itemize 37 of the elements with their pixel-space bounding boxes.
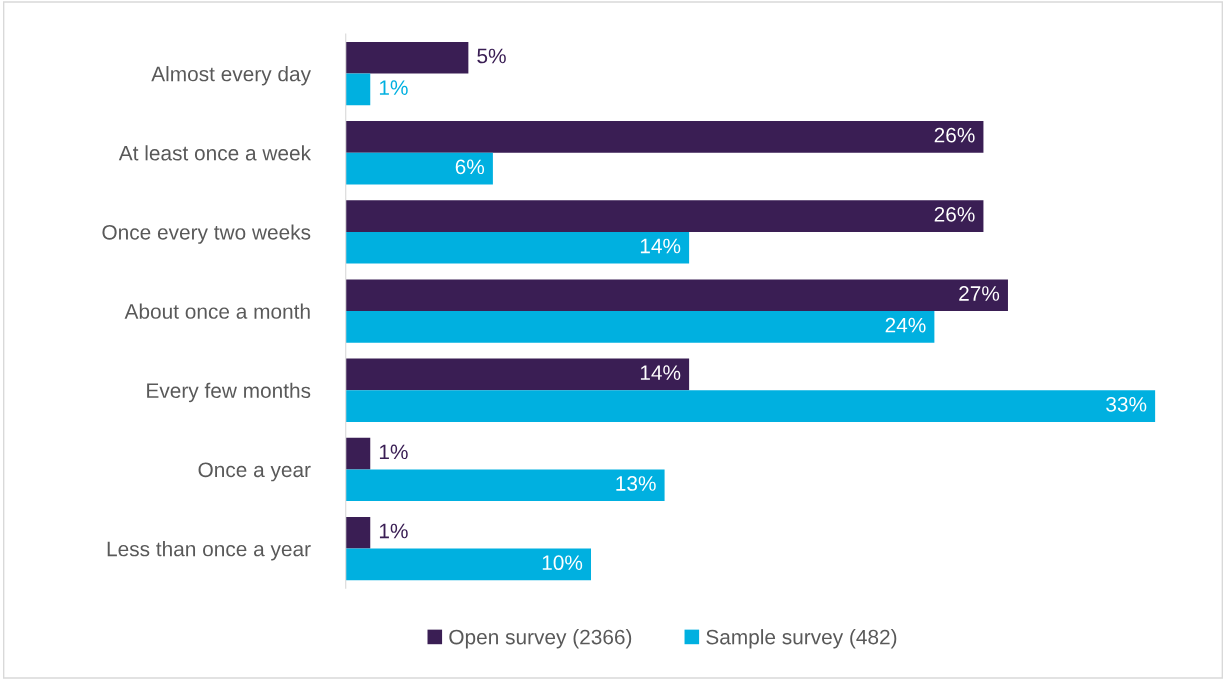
y-tick-label: Once every two weeks bbox=[102, 224, 311, 244]
data-label: 6% bbox=[455, 159, 485, 175]
bar bbox=[345, 200, 984, 232]
bar bbox=[345, 41, 469, 74]
bar bbox=[345, 121, 984, 153]
data-label: 1% bbox=[379, 444, 408, 460]
bar bbox=[345, 358, 690, 391]
data-label: 10% bbox=[542, 555, 583, 571]
bar bbox=[345, 469, 665, 502]
bar bbox=[345, 437, 371, 470]
data-label: 14% bbox=[640, 238, 681, 254]
y-tick-label: Almost every day bbox=[151, 66, 311, 86]
data-label: 1% bbox=[379, 523, 408, 539]
y-tick-label: Less than once a year bbox=[107, 541, 311, 561]
bar bbox=[345, 516, 371, 549]
y-tick-label: Every few months bbox=[147, 382, 311, 403]
y-tick-label: At least once a week bbox=[118, 145, 312, 161]
y-tick-label: Once a year bbox=[198, 462, 311, 482]
bar bbox=[345, 73, 371, 106]
data-label: 5% bbox=[477, 48, 506, 64]
data-label: 26% bbox=[934, 206, 975, 222]
data-label: 13% bbox=[616, 476, 656, 491]
data-label: 27% bbox=[959, 286, 1000, 301]
data-label: 1% bbox=[379, 80, 408, 95]
data-label: 26% bbox=[934, 127, 975, 143]
bar bbox=[345, 311, 935, 343]
legend-label: Sample survey (482) bbox=[706, 629, 897, 649]
y-tick-label: About once a month bbox=[124, 303, 310, 319]
data-label: 24% bbox=[885, 317, 926, 333]
legend-label: Open survey (2366) bbox=[449, 629, 632, 649]
bar bbox=[345, 231, 690, 264]
bar bbox=[345, 279, 1008, 312]
bar bbox=[345, 548, 591, 581]
data-label: 14% bbox=[640, 365, 681, 380]
bar bbox=[345, 390, 1156, 422]
bar bbox=[345, 152, 493, 185]
data-label: 33% bbox=[1106, 396, 1147, 412]
